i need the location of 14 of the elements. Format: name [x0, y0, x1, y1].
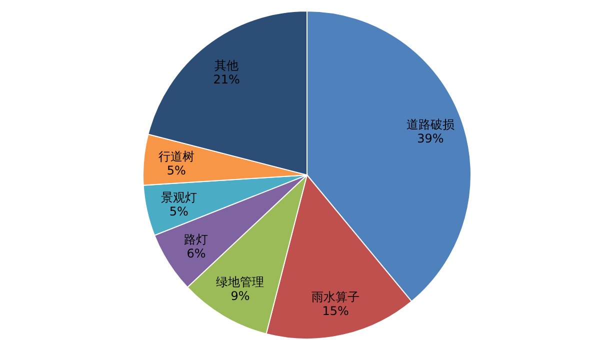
data-label: 21%: [213, 72, 240, 86]
data-label: 5%: [166, 164, 186, 178]
slice-label: 道路破损: [406, 118, 454, 132]
slice-label: 绿地管理: [216, 274, 264, 289]
data-label: 9%: [230, 288, 250, 303]
data-label: 15%: [322, 304, 349, 318]
data-label: 39%: [417, 132, 444, 146]
data-label: 5%: [169, 204, 188, 219]
slice-label: 行道树: [158, 150, 194, 164]
slice-label: 景观灯: [160, 190, 197, 205]
slice-label: 其他: [214, 58, 239, 72]
slice-label: 路灯: [184, 232, 208, 246]
slice-label: 雨水算子: [312, 290, 360, 304]
data-label: 6%: [186, 246, 206, 260]
